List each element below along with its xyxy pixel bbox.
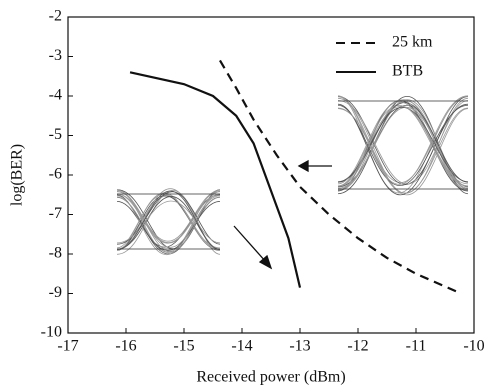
chart: Received power (dBm) log(BER) -17-16-15-…	[0, 0, 491, 390]
series-line	[130, 72, 300, 287]
arrow	[234, 226, 266, 262]
y-tick-label: -4	[49, 87, 62, 104]
x-tick-label: -13	[289, 338, 310, 355]
legend-label: 25 km	[392, 34, 433, 51]
x-tick-label: -14	[231, 338, 252, 355]
y-axis-label: log(BER)	[9, 144, 26, 206]
x-tick-label: -16	[115, 338, 136, 355]
y-tick-label: -6	[49, 166, 62, 183]
x-tick-label: -11	[406, 338, 427, 355]
arrows	[234, 161, 332, 268]
y-tick-label: -5	[49, 126, 62, 143]
x-axis-label: Received power (dBm)	[196, 369, 345, 386]
y-tick-label: -9	[49, 284, 62, 301]
x-tick-label: -10	[463, 338, 484, 355]
y-tick-label: -3	[49, 47, 62, 64]
y-tick-label: -8	[49, 245, 62, 262]
y-tick-label: -10	[41, 324, 62, 341]
legend-label: BTB	[392, 63, 423, 80]
arrow-head	[299, 161, 308, 171]
y-tick-label: -7	[49, 205, 62, 222]
y-tick-label: -2	[49, 8, 62, 25]
x-tick-label: -12	[347, 338, 368, 355]
x-tick-label: -15	[173, 338, 194, 355]
